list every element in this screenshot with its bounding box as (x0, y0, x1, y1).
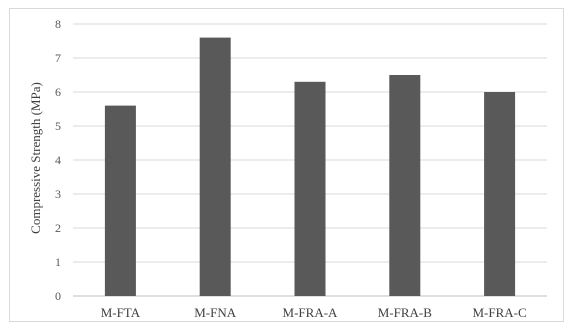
bar-m-fta (104, 105, 136, 296)
x-tick-label: M-FNA (194, 305, 237, 320)
x-tick-label: M-FRA-B (378, 305, 433, 320)
y-tick-label: 7 (55, 51, 61, 65)
y-tick-label: 0 (55, 289, 61, 303)
x-tick-label: M-FRA-C (473, 305, 527, 320)
x-tick-labels: M-FTA M-FNA M-FRA-A M-FRA-B M-FRA-C (101, 305, 527, 320)
x-tick-label: M-FTA (101, 305, 141, 320)
x-tick-label: M-FRA-A (283, 305, 339, 320)
bar-m-fna (199, 37, 231, 296)
y-tick-label: 4 (55, 153, 61, 167)
bar-m-fra-c (484, 92, 516, 296)
y-tick-labels: 0 1 2 3 4 5 6 7 8 (55, 17, 61, 303)
y-tick-label: 6 (55, 85, 61, 99)
y-tick-label: 3 (55, 187, 61, 201)
bar-m-fra-b (389, 75, 421, 296)
bars (104, 37, 516, 296)
y-axis-label: Compressive Strength (MPa) (28, 82, 43, 234)
y-tick-label: 2 (55, 221, 61, 235)
bar-m-fra-a (294, 81, 326, 296)
y-tick-label: 8 (55, 17, 61, 31)
y-tick-label: 5 (55, 119, 61, 133)
y-tick-label: 1 (55, 255, 61, 269)
chart-frame (9, 8, 564, 322)
